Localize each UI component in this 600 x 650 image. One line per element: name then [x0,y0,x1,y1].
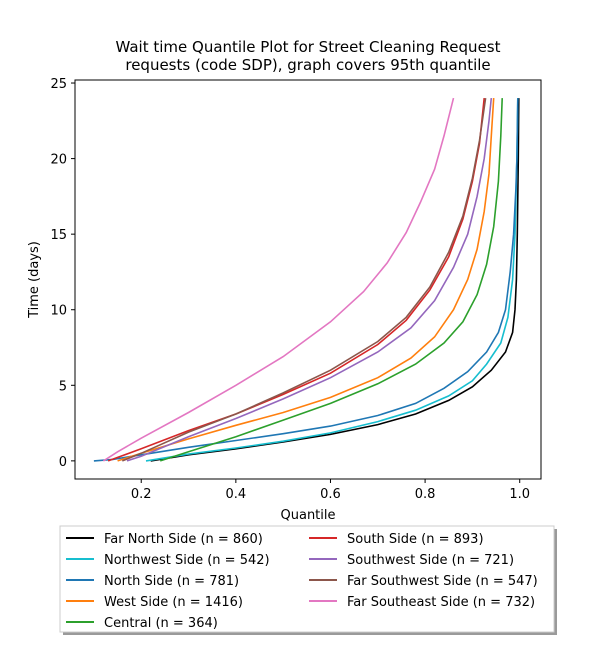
chart-title-line-2: requests (code SDP), graph covers 95th q… [125,56,490,74]
legend-entry-label: South Side (n = 893) [347,532,484,547]
y-axis-label: Time (days) [27,241,42,319]
plot-frame [74,79,542,480]
y-tick-label: 10 [50,304,67,319]
series-line-7 [122,97,487,462]
y-tick-label: 20 [50,153,67,168]
y-tick-label: 5 [59,379,67,394]
chart-title: Wait time Quantile Plot for Street Clean… [115,38,500,74]
series-line-2 [93,98,519,462]
legend-entry-label: Far Southwest Side (n = 547) [347,574,538,589]
x-tick-label: 0.2 [131,487,152,502]
y-axis: 0 5 10 15 20 25 [50,77,75,470]
plot-series-group [93,97,520,462]
series-line-5 [107,98,485,462]
chart-title-line-1: Wait time Quantile Plot for Street Clean… [115,38,500,56]
x-axis-label: Quantile [281,508,336,523]
legend-entry-label: West Side (n = 1416) [104,595,243,610]
x-tick-label: 0.6 [320,487,341,502]
series-line-8 [102,97,455,462]
series-line-6 [126,98,493,462]
y-tick-label: 15 [50,228,67,243]
legend-entry-label: Far Southeast Side (n = 732) [347,595,535,610]
legend: Far North Side (n = 860) Northwest Side (… [59,525,557,635]
y-tick-label: 25 [50,77,67,92]
x-tick-label: 0.4 [226,487,247,502]
series-line-1 [145,98,519,462]
x-tick-label: 1.0 [509,487,530,502]
series-line-3 [117,98,495,462]
x-tick-label: 0.8 [415,487,436,502]
series-line-0 [150,98,520,462]
legend-entry-label: North Side (n = 781) [104,574,239,589]
legend-entry-label: Southwest Side (n = 721) [347,553,514,568]
legend-entry-label: Northwest Side (n = 542) [104,553,270,568]
legend-entry-label: Central (n = 364) [104,616,218,631]
x-axis: 0.2 0.4 0.6 0.8 1.0 [131,479,530,502]
legend-entry-label: Far North Side (n = 860) [104,532,263,547]
series-line-4 [159,98,503,462]
legend-box [59,525,555,633]
y-tick-label: 0 [59,455,67,470]
